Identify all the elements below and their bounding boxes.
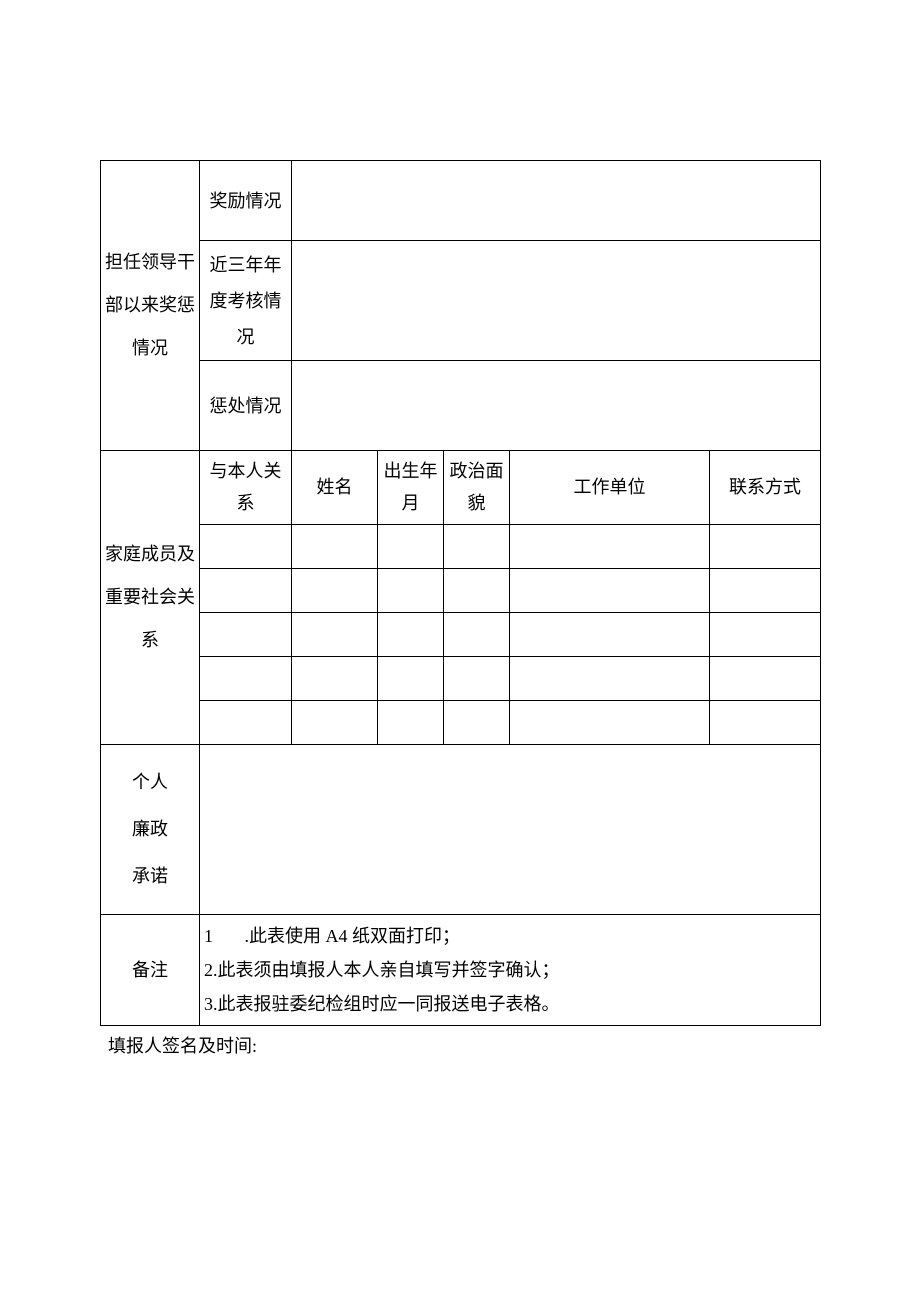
family-cell	[292, 700, 378, 744]
label-text: 家庭成员及重要社会关系	[105, 544, 195, 650]
family-header-contact: 联系方式	[710, 451, 821, 525]
notes-line2: 2.此表须由填报人本人亲自填写并签字确认；	[204, 960, 560, 980]
family-header-relation: 与本人关系	[200, 451, 292, 525]
label-line: 承诺	[132, 866, 168, 886]
family-cell	[444, 700, 510, 744]
family-cell	[378, 656, 444, 700]
family-cell	[444, 612, 510, 656]
family-cell	[710, 700, 821, 744]
family-cell	[292, 568, 378, 612]
family-cell	[510, 612, 710, 656]
family-cell	[292, 524, 378, 568]
family-cell	[510, 700, 710, 744]
assessment-label: 近三年年度考核情况	[200, 241, 292, 361]
reward-value	[292, 161, 821, 241]
punishment-label: 惩处情况	[200, 361, 292, 451]
family-cell	[710, 568, 821, 612]
family-cell	[292, 612, 378, 656]
family-cell	[378, 568, 444, 612]
family-cell	[378, 612, 444, 656]
family-cell	[292, 656, 378, 700]
family-cell	[710, 524, 821, 568]
assessment-value	[292, 241, 821, 361]
family-cell	[200, 656, 292, 700]
family-cell	[510, 568, 710, 612]
rewards-section-label: 担任领导干部以来奖惩情况	[101, 161, 200, 451]
family-cell	[710, 612, 821, 656]
family-cell	[200, 568, 292, 612]
family-section-label: 家庭成员及重要社会关系	[101, 451, 200, 745]
form-table: 担任领导干部以来奖惩情况 奖励情况 近三年年度考核情况 惩处情况 家庭成员及重要…	[100, 160, 821, 1026]
family-cell	[200, 612, 292, 656]
family-header-workunit: 工作单位	[510, 451, 710, 525]
family-header-name: 姓名	[292, 451, 378, 525]
family-cell	[444, 524, 510, 568]
notes-line1-num: 1	[204, 926, 213, 946]
signature-line: 填报人签名及时间:	[100, 1032, 820, 1058]
notes-label: 备注	[101, 914, 200, 1026]
notes-content: 1 .此表使用 A4 纸双面打印； 2.此表须由填报人本人亲自填写并签字确认； …	[200, 914, 821, 1026]
family-cell	[200, 524, 292, 568]
family-cell	[378, 524, 444, 568]
commitment-label: 个人 廉政 承诺	[101, 744, 200, 914]
family-cell	[378, 700, 444, 744]
family-cell	[200, 700, 292, 744]
punishment-value	[292, 361, 821, 451]
notes-line3: 3.此表报驻委纪检组时应一同报送电子表格。	[204, 994, 560, 1014]
family-cell	[510, 656, 710, 700]
label-line: 个人	[132, 772, 168, 792]
family-cell	[710, 656, 821, 700]
reward-label: 奖励情况	[200, 161, 292, 241]
signature-label: 填报人签名及时间:	[108, 1036, 257, 1056]
commitment-value	[200, 744, 821, 914]
family-header-birth: 出生年月	[378, 451, 444, 525]
family-cell	[444, 656, 510, 700]
label-text: 担任领导干部以来奖惩情况	[105, 252, 195, 358]
notes-line1-text: .此表使用 A4 纸双面打印；	[245, 926, 461, 946]
label-line: 廉政	[132, 819, 168, 839]
family-cell	[444, 568, 510, 612]
family-header-political: 政治面貌	[444, 451, 510, 525]
family-cell	[510, 524, 710, 568]
